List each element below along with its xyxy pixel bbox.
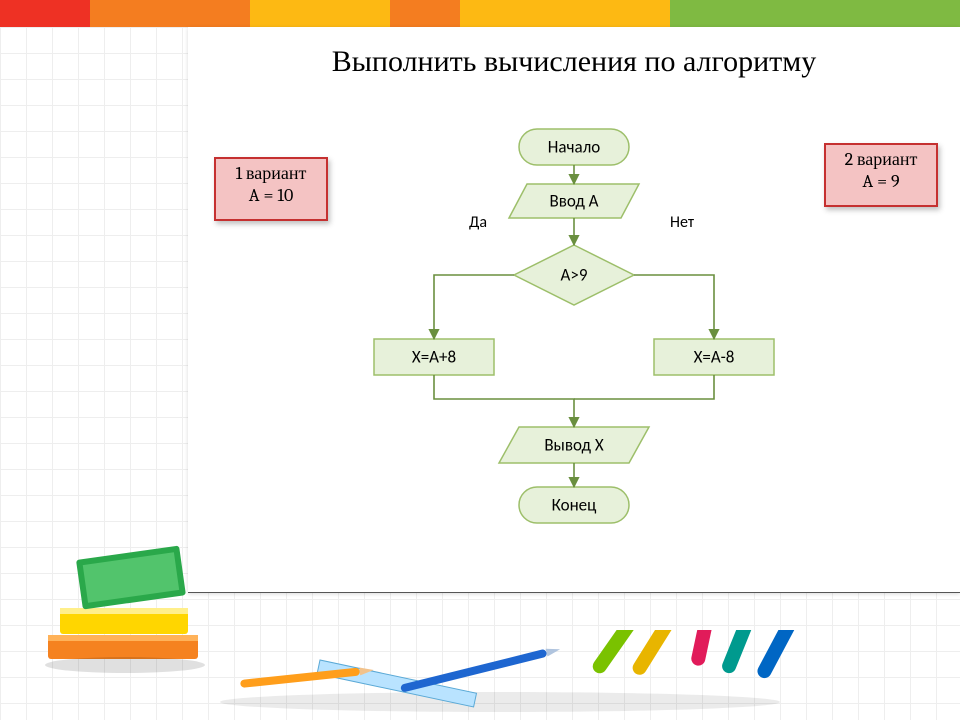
flow-label-start: Начало (548, 137, 601, 158)
books-illustration (40, 530, 210, 680)
flow-edge (634, 275, 714, 339)
flow-edge (434, 375, 574, 427)
content-panel: Выполнить вычисления по алгоритму 1 вари… (188, 27, 960, 593)
flow-label-cond: A>9 (561, 265, 588, 286)
flow-label-procL: X=A+8 (412, 347, 456, 368)
flow-edge (574, 375, 714, 399)
branch-label-no: Нет (670, 213, 695, 232)
flow-edge (434, 275, 514, 339)
flow-label-output: Вывод X (544, 435, 604, 456)
supplies-illustration (200, 630, 840, 720)
color-strip (0, 0, 960, 27)
flow-label-procR: X=A-8 (694, 347, 735, 368)
flowchart: Начало Ввод А A>9 X=A+8 X=A-8 Вывод X Конец Да Н… (188, 27, 960, 592)
flow-label-end: Конец (552, 495, 597, 516)
branch-label-yes: Да (469, 213, 487, 232)
flow-label-input: Ввод А (549, 191, 598, 212)
